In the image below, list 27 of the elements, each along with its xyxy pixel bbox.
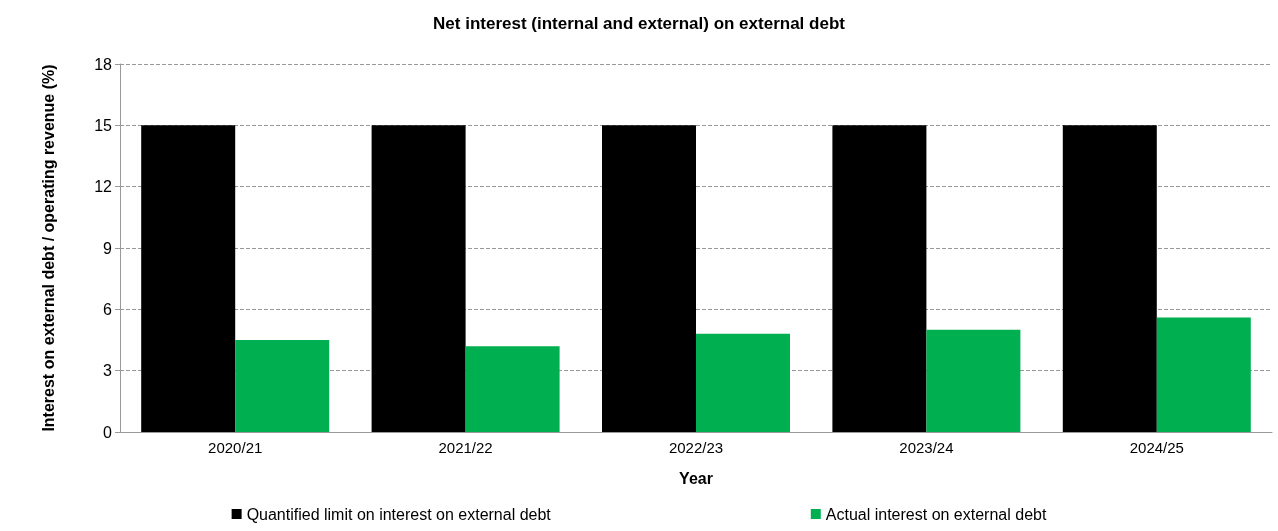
chart-title: Net interest (internal and external) on external debt [433, 14, 846, 33]
bar [141, 125, 236, 432]
y-tick-label: 12 [94, 178, 113, 196]
bar [371, 125, 466, 432]
y-tick-label: 18 [94, 55, 113, 73]
bar [1156, 317, 1251, 432]
bar [465, 346, 560, 432]
x-axis-title: Year [679, 469, 713, 487]
bar [926, 329, 1021, 432]
y-axis-title: Interest on external debt / operating revenue (%) [39, 64, 57, 432]
bar [235, 340, 330, 432]
x-tick-label: 2023/24 [899, 439, 954, 456]
x-tick-label: 2020/21 [208, 439, 263, 456]
bar [602, 125, 696, 432]
x-tick-label: 2021/22 [438, 439, 493, 456]
y-tick-label: 0 [103, 423, 113, 441]
y-tick-label: 9 [103, 239, 113, 257]
bar [696, 333, 790, 432]
legend-label: Quantified limit on interest on external debt [246, 505, 552, 523]
x-tick-label: 2024/25 [1129, 439, 1184, 456]
bar [832, 125, 927, 432]
legend-label: Actual interest on external debt [825, 505, 1047, 523]
x-tick-label: 2022/23 [668, 439, 724, 456]
y-tick-label: 3 [103, 362, 113, 380]
y-tick-label: 15 [94, 116, 113, 134]
bar [1062, 125, 1157, 432]
y-tick-label: 6 [103, 300, 113, 318]
